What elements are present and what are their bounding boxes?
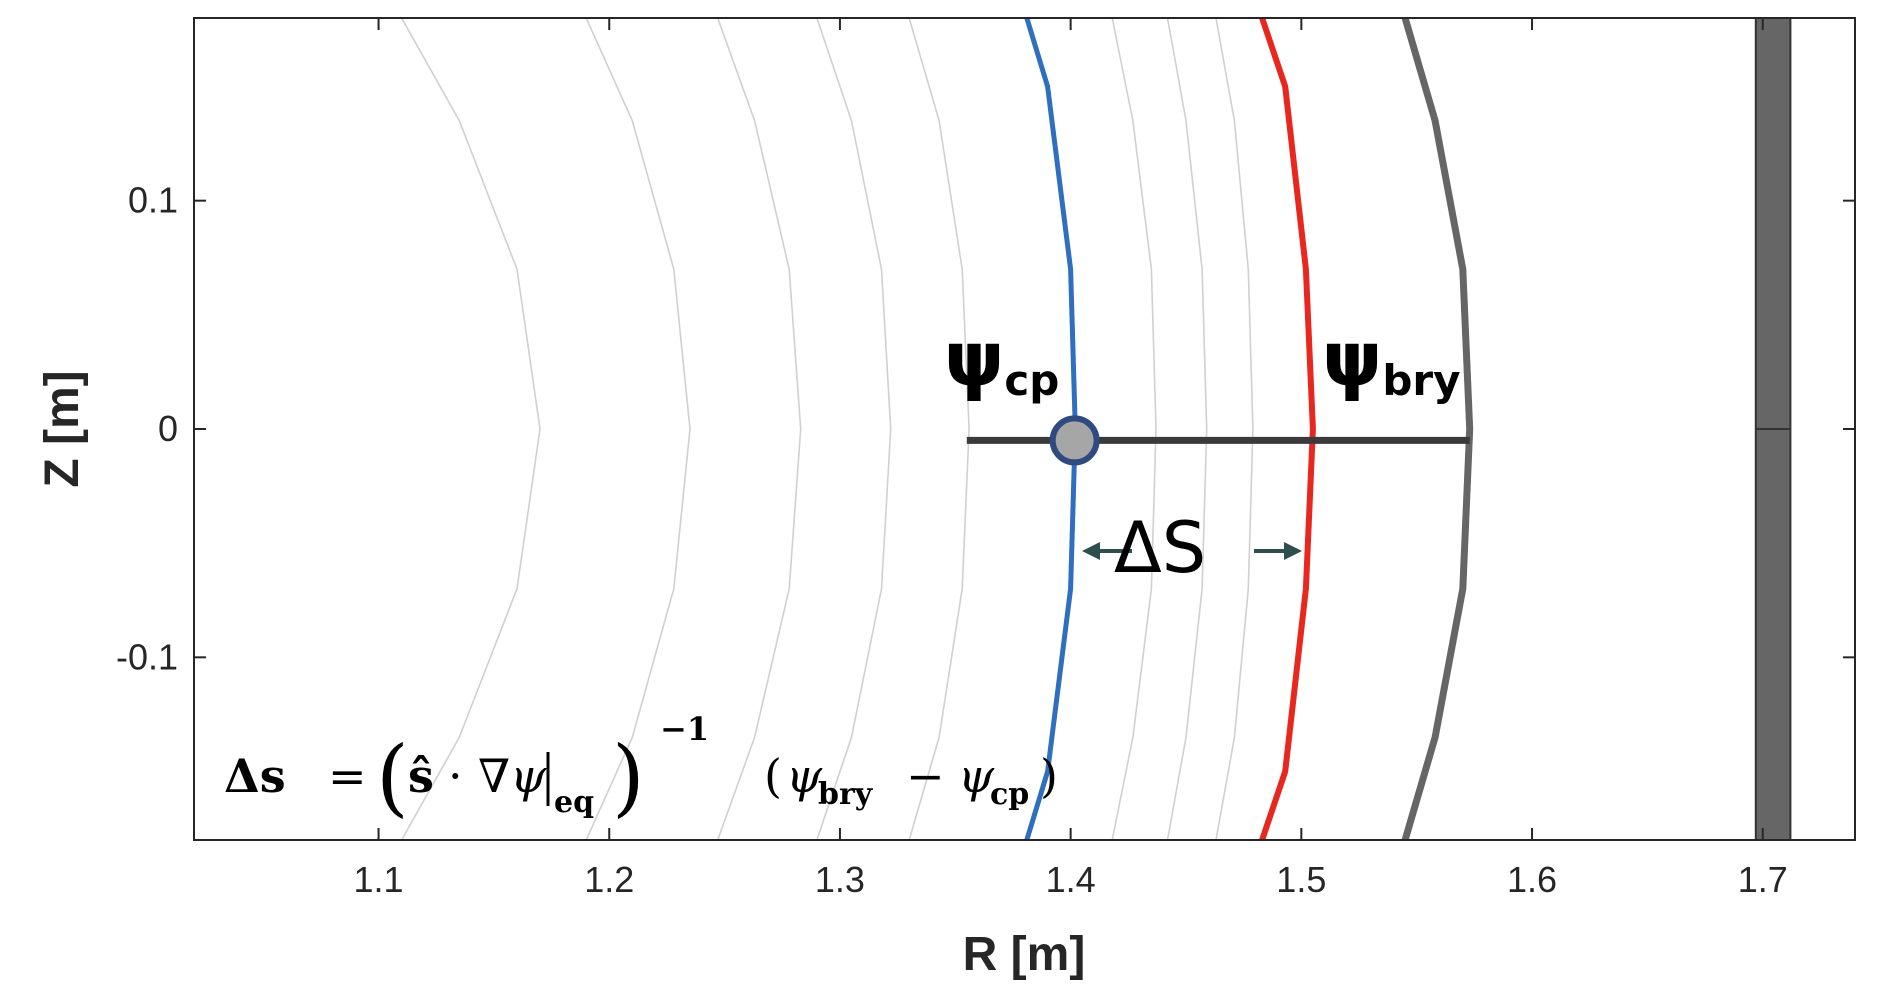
x-tick-label-1.3: 1.3	[815, 859, 865, 900]
chord-layer	[966, 415, 1470, 466]
formula-psi-bry: ψ	[786, 749, 823, 803]
formula-hat-s: ŝ	[408, 749, 434, 803]
flux-contour-4	[816, 17, 892, 841]
x-tick-label-1.1: 1.1	[354, 859, 404, 900]
formula-close-paren: )	[612, 728, 645, 826]
y-tick-label-0.1: 0.1	[128, 180, 178, 221]
psi-cp-label: ψcp	[944, 314, 1059, 405]
flux-contour-8	[1215, 17, 1254, 841]
plot-frame	[193, 17, 1856, 841]
x-tick-label-1.7: 1.7	[1738, 859, 1788, 900]
flux-contour-1	[400, 17, 541, 841]
formula: Δs = ( ŝ · ∇ψ eq ) −1 ( ψ bry − ψ cp )	[224, 710, 1058, 826]
flux-contour-5	[908, 17, 970, 841]
delta-s-arrow-left-head	[1082, 542, 1100, 560]
formula-equals: =	[328, 749, 367, 803]
formula-nabla-psi: ∇ψ	[478, 749, 547, 803]
axis-ticks: 1.1 1.2 1.3 1.4 1.5 1.6 1.7 0.1 0 -0.1	[116, 18, 1855, 900]
x-tick-label-1.5: 1.5	[1276, 859, 1326, 900]
formula-cp-subscript: cp	[990, 777, 1029, 812]
formula-lhs: Δs	[224, 749, 286, 803]
y-tick-label-0: 0	[158, 408, 178, 449]
x-tick-label-1.6: 1.6	[1507, 859, 1557, 900]
psi-cp-subscript: cp	[1004, 356, 1059, 405]
psi-bry-label: ψbry	[1322, 314, 1461, 405]
formula-minus: −	[906, 749, 945, 803]
formula-exponent: −1	[660, 710, 709, 748]
formula-bry-subscript: bry	[818, 777, 874, 812]
formula-open-paren: (	[376, 728, 409, 826]
psi-cp-symbol: ψ	[944, 314, 1004, 403]
psi-bry-subscript: bry	[1382, 356, 1460, 405]
delta-s-arrows	[1082, 542, 1302, 560]
boundary-contour	[1259, 17, 1316, 841]
delta-s-arrow-right-head	[1284, 542, 1302, 560]
flux-contour-7	[1166, 17, 1208, 841]
formula-open-paren-2: (	[764, 749, 782, 803]
control-point-marker	[1049, 415, 1100, 466]
flux-contours	[400, 17, 1254, 841]
formula-psi-cp: ψ	[958, 749, 995, 803]
psi-bry-symbol: ψ	[1322, 314, 1382, 403]
y-tick-label--0.1: -0.1	[116, 636, 178, 677]
x-tick-label-1.2: 1.2	[584, 859, 634, 900]
formula-close-paren-2: )	[1040, 749, 1058, 803]
flux-contour-3	[716, 17, 802, 841]
x-tick-label-1.4: 1.4	[1046, 859, 1096, 900]
formula-eq-subscript: eq	[554, 785, 594, 820]
flux-contour-2	[585, 17, 691, 841]
flux-contour-6	[1111, 17, 1157, 841]
lcfs-contour	[1401, 17, 1474, 841]
delta-s-label: ΔS	[1114, 507, 1206, 589]
formula-dot: ·	[448, 749, 463, 803]
wall-layer	[1754, 17, 1792, 841]
y-axis-label: Z [m]	[36, 370, 89, 487]
x-axis-label: R [m]	[963, 928, 1086, 981]
